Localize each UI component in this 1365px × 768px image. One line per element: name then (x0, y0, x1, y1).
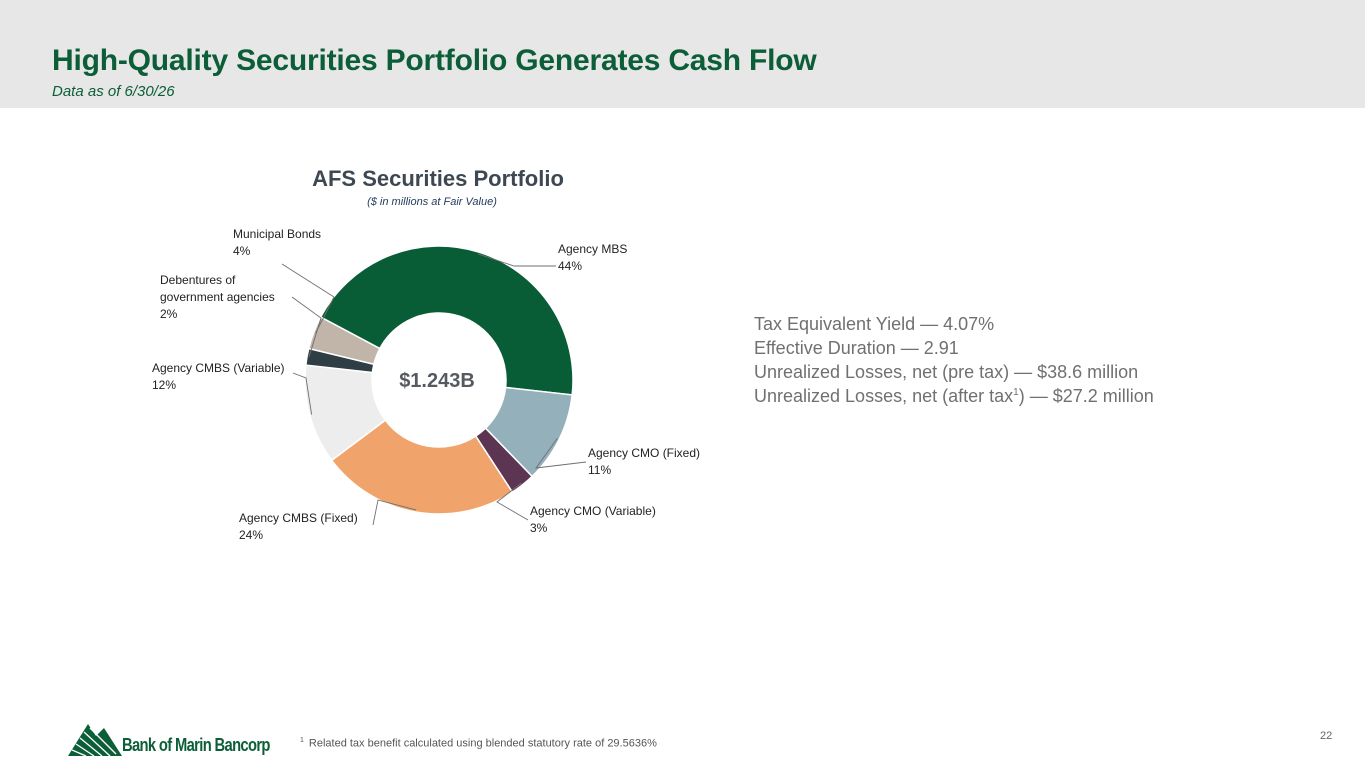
metric-after-tax-prefix: Unrealized Losses, net (after tax (754, 386, 1014, 406)
slice-label-percent: 24% (239, 528, 264, 542)
bank-logo-mountain-icon (68, 724, 122, 757)
donut-slice-agency-mbs (319, 245, 574, 396)
page-subtitle: Data as of 6/30/26 (52, 83, 175, 100)
header-band (0, 0, 1365, 108)
footnote-text: Related tax benefit calculated using ble… (308, 737, 657, 750)
slice-label-percent: 44% (558, 259, 583, 273)
slice-label-percent: 4% (233, 244, 251, 258)
page-title: High-Quality Securities Portfolio Genera… (52, 44, 817, 77)
slice-label-percent: 11% (588, 463, 612, 477)
bank-logo-text: Bank of Marin Bancorp (122, 735, 270, 755)
chart-subtitle: ($ in millions at Fair Value) (367, 196, 497, 208)
leader-line-agency-cmo-fixed (535, 438, 587, 469)
page-number: 22 (1320, 730, 1333, 742)
footnote: 1 Related tax benefit calculated using bl… (300, 737, 657, 750)
slice-label-percent: 12% (152, 378, 177, 392)
leader-line-agency-cmbs-fixed (372, 499, 417, 526)
slice-label-name: Municipal Bonds (233, 227, 322, 241)
portfolio-metrics: Tax Equivalent Yield — 4.07% Effective D… (754, 312, 1154, 408)
leader-line-debentures-of-government-agencies (291, 296, 322, 358)
slice-label-agency-cmbs-variable: Agency CMBS (Variable) 12% (152, 360, 285, 394)
metric-tax-equivalent-yield: Tax Equivalent Yield — 4.07% (754, 314, 995, 334)
slice-label-name: Debentures of government agencies (160, 273, 275, 304)
slice-label-name: Agency CMO (Fixed) (588, 446, 701, 460)
slice-label-name: Agency CMBS (Variable) (152, 361, 285, 375)
leader-line-agency-cmo-variable (496, 482, 529, 521)
leader-line-agency-mbs (477, 253, 556, 267)
slice-label-percent: 2% (160, 307, 178, 321)
slice-label-debentures: Debentures of government agencies 2% (160, 272, 275, 323)
slice-label-name: Agency CMO (Variable) (530, 504, 656, 518)
slice-label-name: Agency CMBS (Fixed) (239, 511, 358, 525)
metric-after-tax-suffix: ) — $27.2 million (1018, 386, 1154, 406)
leader-line-municipal-bonds (281, 263, 335, 334)
slice-label-municipal-bonds: Municipal Bonds 4% (233, 226, 321, 260)
donut-slice-agency-cmbs-fixed (330, 419, 514, 515)
slice-label-agency-cmbs-fixed: Agency CMBS (Fixed) 24% (239, 510, 358, 544)
leader-line-agency-cmbs-variable (292, 372, 313, 415)
metric-unrealized-losses-pre-tax: Unrealized Losses, net (pre tax) — $38.6… (754, 362, 1139, 382)
footnote-marker: 1 (300, 737, 304, 744)
slice-label-agency-cmo-variable: Agency CMO (Variable) 3% (530, 503, 656, 537)
chart-title: AFS Securities Portfolio (312, 166, 564, 191)
metric-unrealized-losses-after-tax: Unrealized Losses, net (after tax1) — $2… (754, 384, 1154, 408)
slice-label-percent: 3% (530, 521, 548, 535)
donut-center-total: $1.243B (399, 370, 475, 392)
slice-label-agency-mbs: Agency MBS 44% (558, 241, 627, 275)
donut-slice-municipal-bonds (307, 316, 381, 366)
slice-label-name: Agency MBS (558, 242, 628, 256)
slice-label-agency-cmo-fixed: Agency CMO (Fixed) 11% (588, 445, 700, 479)
metric-effective-duration: Effective Duration — 2.91 (754, 338, 959, 358)
footnote-ref: 1 (1013, 387, 1019, 398)
